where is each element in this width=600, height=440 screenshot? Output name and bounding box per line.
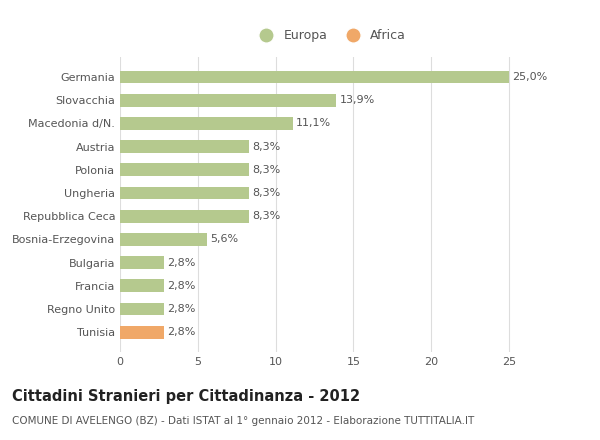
Bar	[120, 140, 249, 153]
Bar	[120, 70, 509, 83]
Bar	[120, 326, 164, 339]
Bar	[120, 256, 164, 269]
Text: 8,3%: 8,3%	[252, 211, 280, 221]
Bar	[120, 210, 249, 223]
Bar	[120, 117, 293, 130]
Text: 2,8%: 2,8%	[167, 257, 195, 268]
Text: 2,8%: 2,8%	[167, 281, 195, 291]
Text: COMUNE DI AVELENGO (BZ) - Dati ISTAT al 1° gennaio 2012 - Elaborazione TUTTITALI: COMUNE DI AVELENGO (BZ) - Dati ISTAT al …	[12, 416, 474, 426]
Text: 8,3%: 8,3%	[252, 188, 280, 198]
Text: 2,8%: 2,8%	[167, 304, 195, 314]
Bar	[120, 233, 207, 246]
Bar	[120, 303, 164, 315]
Legend: Europa, Africa: Europa, Africa	[250, 25, 410, 46]
Text: 13,9%: 13,9%	[340, 95, 374, 105]
Text: 2,8%: 2,8%	[167, 327, 195, 337]
Bar	[120, 94, 336, 106]
Bar	[120, 187, 249, 199]
Bar	[120, 163, 249, 176]
Text: 25,0%: 25,0%	[512, 72, 547, 82]
Text: 8,3%: 8,3%	[252, 165, 280, 175]
Bar	[120, 279, 164, 292]
Text: 5,6%: 5,6%	[210, 235, 238, 244]
Text: Cittadini Stranieri per Cittadinanza - 2012: Cittadini Stranieri per Cittadinanza - 2…	[12, 389, 360, 404]
Text: 8,3%: 8,3%	[252, 142, 280, 152]
Text: 11,1%: 11,1%	[296, 118, 331, 128]
